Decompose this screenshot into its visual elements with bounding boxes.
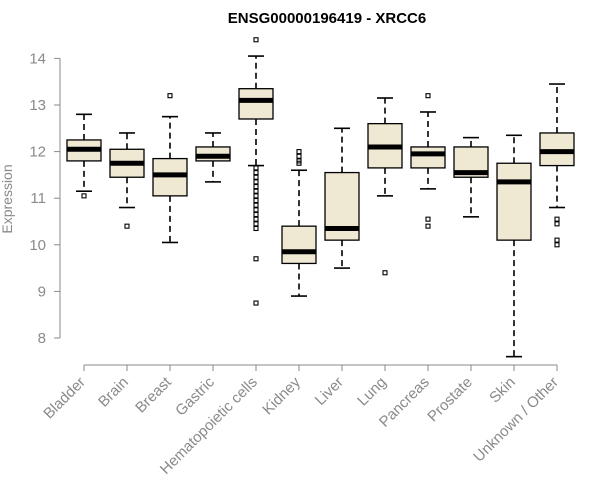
y-tick-label: 13 [29, 97, 46, 114]
y-tick-label: 14 [29, 50, 46, 67]
outlier-point [253, 165, 259, 171]
box-prostate [453, 136, 489, 218]
box-kidney [281, 149, 317, 297]
outlier-point [253, 174, 259, 180]
x-tick-label: Prostate [424, 374, 476, 426]
box-hematopoietic-cells [238, 37, 274, 306]
outlier-point [253, 188, 259, 194]
box-iqr [496, 162, 532, 241]
outlier-point [253, 216, 259, 222]
box-lung [367, 97, 403, 276]
outlier-point [253, 193, 259, 199]
outlier-point [81, 193, 87, 199]
box-skin [496, 134, 532, 358]
outlier-point [124, 223, 130, 229]
x-tick-label: Kidney [259, 373, 304, 418]
x-tick-label: Liver [312, 374, 347, 409]
chart-title: ENSG00000196419 - XRCC6 [228, 10, 426, 27]
outlier-point [253, 179, 259, 185]
box-gastric [195, 132, 231, 183]
box-pancreas [410, 93, 446, 229]
outlier-point [554, 237, 560, 243]
outlier-point [253, 170, 259, 176]
x-tick-label: Brain [95, 374, 132, 411]
outlier-point [253, 202, 259, 208]
outlier-point [253, 37, 259, 43]
outlier-point [253, 184, 259, 190]
outlier-point [296, 149, 302, 155]
outlier-point [554, 221, 560, 227]
x-tick-label: Lung [354, 374, 390, 410]
outlier-point [253, 256, 259, 262]
x-tick-label: Breast [132, 373, 175, 416]
outlier-point [425, 216, 431, 222]
box-iqr [410, 146, 446, 169]
outlier-point [253, 221, 259, 227]
outlier-point [253, 197, 259, 204]
y-tick-label: 11 [30, 190, 46, 207]
y-axis: 8 9 10 11 12 13 14 [29, 50, 61, 347]
box-liver [324, 127, 360, 269]
outlier-point [296, 153, 302, 159]
outlier-point [554, 242, 560, 248]
box-iqr [281, 225, 317, 265]
boxes-group [66, 37, 575, 358]
outlier-point [425, 93, 431, 99]
box-bladder [66, 113, 102, 199]
box-iqr [238, 88, 274, 120]
outlier-point [296, 160, 302, 166]
outlier-point [253, 225, 259, 232]
box-unknown-other [539, 83, 575, 248]
outlier-point [167, 93, 173, 99]
y-tick-label: 9 [38, 283, 46, 300]
y-tick-label: 10 [29, 237, 46, 254]
y-tick-label: 12 [29, 144, 46, 161]
x-tick-label: Bladder [40, 374, 89, 423]
y-axis-label: Expression [0, 164, 15, 233]
outlier-point [382, 270, 388, 276]
outlier-point [253, 211, 259, 218]
box-breast [152, 93, 188, 244]
outlier-point [253, 300, 259, 306]
outlier-point [554, 216, 560, 222]
outlier-point [425, 223, 431, 229]
x-tick-label: Skin [486, 374, 519, 407]
y-tick-label: 8 [38, 330, 46, 347]
box-brain [109, 132, 145, 229]
outlier-point [253, 207, 259, 213]
